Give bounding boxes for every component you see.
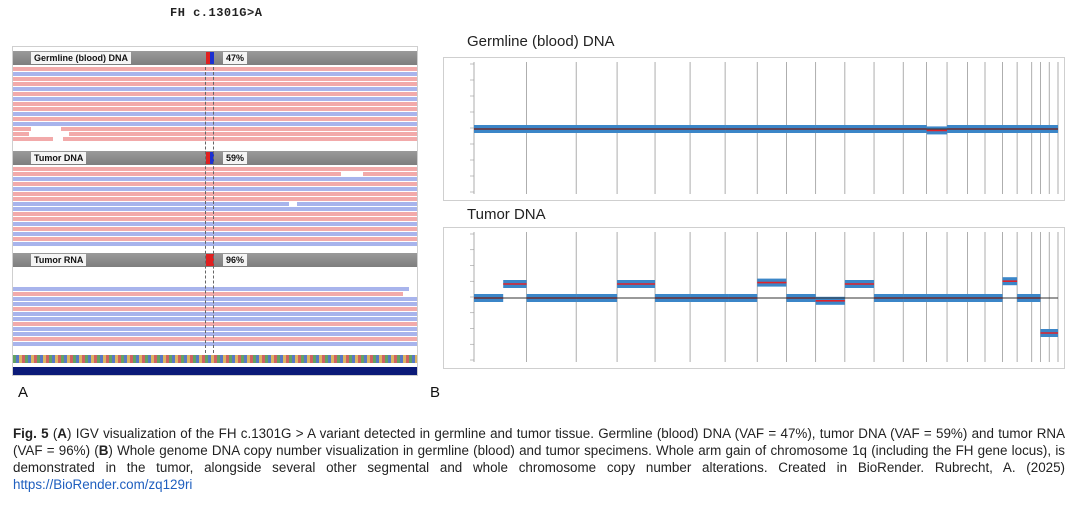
igv-variant-title: FH c.1301G>A bbox=[170, 6, 263, 20]
sequence-read bbox=[13, 122, 417, 126]
caption-text: ) IGV visualization of the FH c.1301G > … bbox=[13, 426, 1065, 458]
igv-browser-panel: Germline (blood) DNA 47% Tumor DNA 59% T… bbox=[12, 46, 418, 376]
sequence-read bbox=[13, 212, 417, 216]
sequence-read bbox=[13, 222, 417, 226]
read-gap bbox=[29, 132, 69, 136]
read-gap bbox=[289, 202, 297, 206]
track-label: Tumor RNA bbox=[31, 254, 87, 266]
sequence-read bbox=[13, 177, 417, 181]
vaf-label: 47% bbox=[223, 52, 248, 64]
sequence-read bbox=[13, 187, 417, 191]
sequence-read bbox=[13, 237, 417, 241]
variant-column-left-line bbox=[205, 67, 206, 353]
sequence-read bbox=[13, 202, 417, 206]
panel-b-label: B bbox=[430, 384, 441, 401]
cnv-plot-tumor bbox=[443, 227, 1065, 369]
read-gap bbox=[403, 292, 417, 296]
cnv-plot-title-germline: Germline (blood) DNA bbox=[467, 33, 615, 50]
read-gap bbox=[341, 172, 363, 176]
read-gap bbox=[53, 137, 63, 141]
copy-number-chart bbox=[470, 62, 1059, 194]
read-alignment-area-tumor-rna bbox=[13, 287, 417, 349]
read-gap bbox=[31, 127, 61, 131]
panel-a-label: A bbox=[18, 384, 29, 401]
sequence-read bbox=[13, 197, 417, 201]
sequence-read bbox=[13, 332, 417, 336]
sequence-read bbox=[13, 327, 417, 331]
track-label: Germline (blood) DNA bbox=[31, 52, 131, 64]
sequence-read bbox=[13, 227, 417, 231]
sequence-read bbox=[13, 87, 417, 91]
sequence-read bbox=[13, 302, 417, 306]
vaf-label: 59% bbox=[223, 152, 248, 164]
biorender-link[interactable]: https://BioRender.com/zq129ri bbox=[13, 477, 193, 492]
read-alignment-area-tumor-dna bbox=[13, 167, 417, 247]
track-header-tumor-dna[interactable]: Tumor DNA 59% bbox=[13, 151, 417, 165]
read-gap bbox=[409, 287, 417, 291]
sequence-read bbox=[13, 182, 417, 186]
sequence-read bbox=[13, 102, 417, 106]
sequence-read bbox=[13, 97, 417, 101]
variant-column-right-line bbox=[213, 67, 214, 353]
sequence-read bbox=[13, 72, 417, 76]
sequence-read bbox=[13, 117, 417, 121]
sequence-read bbox=[13, 242, 417, 246]
sequence-read bbox=[13, 317, 417, 321]
track-header-germline[interactable]: Germline (blood) DNA 47% bbox=[13, 51, 417, 65]
sequence-read bbox=[13, 292, 417, 296]
sequence-read bbox=[13, 77, 417, 81]
sequence-read bbox=[13, 322, 417, 326]
track-label: Tumor DNA bbox=[31, 152, 87, 164]
sequence-read bbox=[13, 67, 417, 71]
cnv-plot-germline bbox=[443, 57, 1065, 201]
sequence-read bbox=[13, 137, 417, 141]
read-alignment-area-germline bbox=[13, 67, 417, 145]
caption-panel-b-ref: B bbox=[98, 443, 109, 458]
figure-label: Fig. 5 bbox=[13, 426, 49, 441]
sequence-read bbox=[13, 132, 417, 136]
sequence-read bbox=[13, 232, 417, 236]
reference-sequence-track bbox=[13, 355, 417, 363]
sequence-read bbox=[13, 287, 417, 291]
allele-frequency-marker bbox=[206, 152, 214, 164]
sequence-read bbox=[13, 167, 417, 171]
sequence-read bbox=[13, 342, 417, 346]
sequence-read bbox=[13, 192, 417, 196]
caption-panel-a-ref: A bbox=[57, 426, 67, 441]
sequence-read bbox=[13, 92, 417, 96]
sequence-read bbox=[13, 107, 417, 111]
vaf-label: 96% bbox=[223, 254, 248, 266]
sequence-read bbox=[13, 297, 417, 301]
copy-number-chart bbox=[470, 232, 1059, 362]
figure-caption: Fig. 5 (A) IGV visualization of the FH c… bbox=[13, 425, 1065, 493]
sequence-read bbox=[13, 312, 417, 316]
allele-frequency-marker bbox=[206, 52, 214, 64]
sequence-read bbox=[13, 207, 417, 211]
sequence-read bbox=[13, 82, 417, 86]
sequence-read bbox=[13, 127, 417, 131]
sequence-read bbox=[13, 112, 417, 116]
caption-text: ( bbox=[48, 426, 58, 441]
sequence-read bbox=[13, 337, 417, 341]
allele-frequency-marker bbox=[206, 254, 214, 266]
track-header-tumor-rna[interactable]: Tumor RNA 96% bbox=[13, 253, 417, 267]
sequence-read bbox=[13, 172, 417, 176]
gene-annotation-track bbox=[13, 367, 417, 375]
cnv-plot-title-tumor: Tumor DNA bbox=[467, 206, 546, 223]
caption-text: ) Whole genome DNA copy number visualiza… bbox=[13, 443, 1065, 475]
sequence-read bbox=[13, 217, 417, 221]
sequence-read bbox=[13, 307, 417, 311]
